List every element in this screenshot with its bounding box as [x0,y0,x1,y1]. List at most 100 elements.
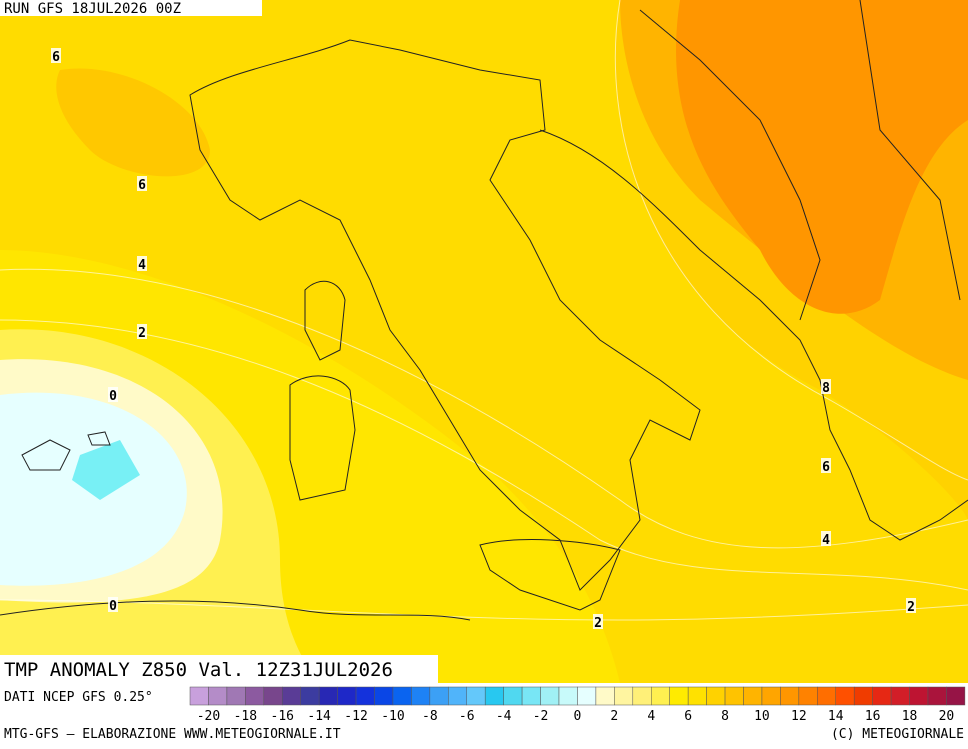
legend-swatch [890,686,910,706]
contour-label-bg [137,256,147,271]
color-legend: -20 -18 -16 -14 -12 -10 -8 -6 -4 -2 0 2 4 6 8 10 12 14 16 1… [189,686,966,724]
legend-swatch [540,686,560,706]
legend-swatch [595,686,615,706]
legend-tick-label: 8 [721,709,729,724]
legend-swatch [189,686,209,706]
legend-swatch [853,686,873,706]
legend-swatch [780,686,800,706]
legend-swatch [521,686,541,706]
legend-swatch [724,686,744,706]
zone [72,440,140,500]
legend-tick-label: 0 [574,709,582,724]
legend-swatch [429,686,449,706]
contour-label: 0 [109,599,117,614]
contour-label-bg [108,387,118,402]
legend-swatch [374,686,394,706]
legend-swatch [743,686,763,706]
legend-swatch [558,686,578,706]
legend-swatch [411,686,431,706]
legend-swatch [687,686,707,706]
contour-labels: 6 6 4 2 0 0 8 6 4 2 2 [51,48,916,631]
contour-label: 0 [109,389,117,404]
legend-swatch [946,686,966,706]
legend-swatch [392,686,412,706]
legend-swatch [226,686,246,706]
zone [56,68,210,177]
legend-tick-label: -18 [234,709,257,724]
legend-swatch [484,686,504,706]
contour-label: 6 [138,178,146,193]
footer-right: (C) METEOGIORNALE [831,727,964,742]
header-box [0,0,262,16]
legend-tick-label: -16 [271,709,294,724]
legend-tick-label: -12 [344,709,367,724]
legend-swatch [282,686,301,706]
map-title: TMP ANOMALY Z850 Val. 12Z31JUL2026 [4,659,393,681]
legend-swatch [632,686,652,706]
legend-tick-label: -10 [381,709,404,724]
source-label: DATI NCEP GFS 0.25° [4,690,153,705]
contour-label: 2 [907,600,915,615]
legend-tick-label: 12 [791,709,807,724]
legend-tick-label: -8 [422,709,438,724]
contour-label: 6 [822,460,830,475]
legend-swatch [651,686,670,706]
legend-tick-label: 14 [828,709,844,724]
contour-label: 4 [138,258,146,273]
legend-tick-label: -6 [459,709,475,724]
legend-swatch [263,686,283,706]
legend-swatch [300,686,320,706]
contour-label-bg [821,379,831,394]
coastlines [0,0,968,621]
legend-swatch [466,686,486,706]
contour-label-bg [108,597,118,612]
legend-tick-label: 20 [939,709,955,724]
legend-swatch [318,686,338,706]
footer-left: MTG-GFS – ELABORAZIONE WWW.METEOGIORNALE… [4,727,341,742]
legend-swatch [761,686,781,706]
contour-label-bg [906,598,916,613]
contour-label: 8 [822,381,830,396]
legend-swatch [614,686,634,706]
legend-swatch [503,686,523,706]
legend-tick-label: 10 [754,709,770,724]
legend-swatch [448,686,467,706]
run-label: RUN GFS 18JUL2026 00Z [4,1,181,17]
contour-label-bg [51,48,61,63]
contour-label: 6 [52,50,60,65]
legend-swatch [337,686,357,706]
title-box [0,655,438,683]
legend-swatch [835,686,855,706]
contour-label-bg [137,324,147,339]
legend-swatch [927,686,947,706]
contour-label-bg [821,531,831,546]
legend-swatch [355,686,375,706]
legend-swatch [872,686,892,706]
legend-swatch [817,686,836,706]
legend-tick-label: -14 [307,709,331,724]
legend-tick-label: -4 [496,709,512,724]
legend-tick-label: -20 [197,709,220,724]
zone [676,0,968,314]
contour-label-bg [137,176,147,191]
legend-swatch [669,686,689,706]
contour-label-bg [593,614,603,629]
legend-swatch [909,686,929,706]
contour-label: 2 [138,326,146,341]
map [0,0,968,683]
legend-tick-label: 2 [610,709,618,724]
contour-label-bg [821,458,831,473]
legend-tick-label: 16 [865,709,881,724]
isolines [0,0,968,621]
legend-swatch [798,686,818,706]
legend-swatch [245,686,265,706]
legend-tick-label: 6 [684,709,692,724]
contour-label: 2 [594,616,602,631]
contour-label: 4 [822,533,830,548]
legend-tick-label: 4 [647,709,655,724]
legend-swatch [706,686,726,706]
legend-swatch [577,686,597,706]
legend-tick-label: -2 [533,709,549,724]
legend-swatch [208,686,228,706]
